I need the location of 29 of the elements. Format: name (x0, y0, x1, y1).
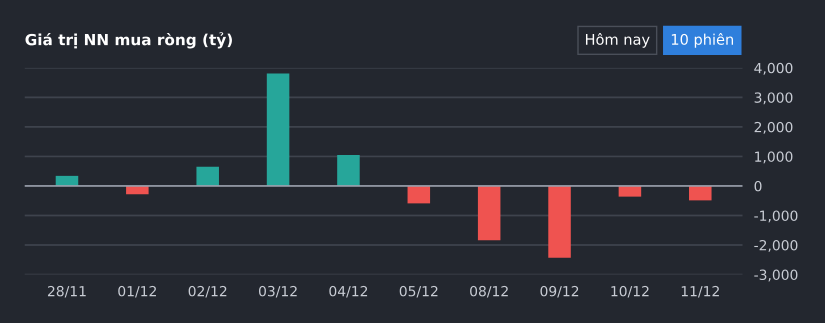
y-tick-label: -1,000 (754, 210, 798, 222)
chart-title: Giá trị NN mua ròng (tỷ) (26, 32, 232, 48)
y-tick-label: 1,000 (755, 151, 792, 164)
x-tick-label: 05/12 (400, 286, 438, 298)
bar (266, 73, 290, 186)
bar (56, 176, 78, 186)
bar (337, 154, 360, 186)
text: Hôm nay (586, 33, 650, 48)
y-tick-label: 3,000 (754, 92, 792, 104)
x-tick-label: 10/12 (611, 286, 649, 298)
bar (478, 186, 500, 240)
y-tick-label: 2,000 (754, 122, 792, 134)
y-tick-label: 0 (754, 180, 762, 192)
text: 10 phiên (672, 33, 734, 48)
bar (548, 186, 571, 258)
y-tick-label: -3,000 (754, 270, 798, 282)
x-tick-label: 03/12 (258, 286, 297, 298)
bar (408, 186, 430, 204)
y-tick-label: -2,000 (754, 240, 798, 252)
x-tick-label: 11/12 (682, 286, 719, 298)
x-tick-label: 08/12 (470, 286, 508, 298)
x-tick-label: 28/11 (48, 286, 86, 298)
y-tick-label: 4,000 (754, 62, 792, 75)
bar (196, 166, 219, 186)
x-tick-label: 01/12 (118, 286, 156, 298)
x-tick-label: 09/12 (540, 286, 578, 298)
bar (689, 186, 712, 200)
x-tick-label: 02/12 (188, 286, 226, 298)
x-tick-label: 04/12 (329, 286, 368, 298)
